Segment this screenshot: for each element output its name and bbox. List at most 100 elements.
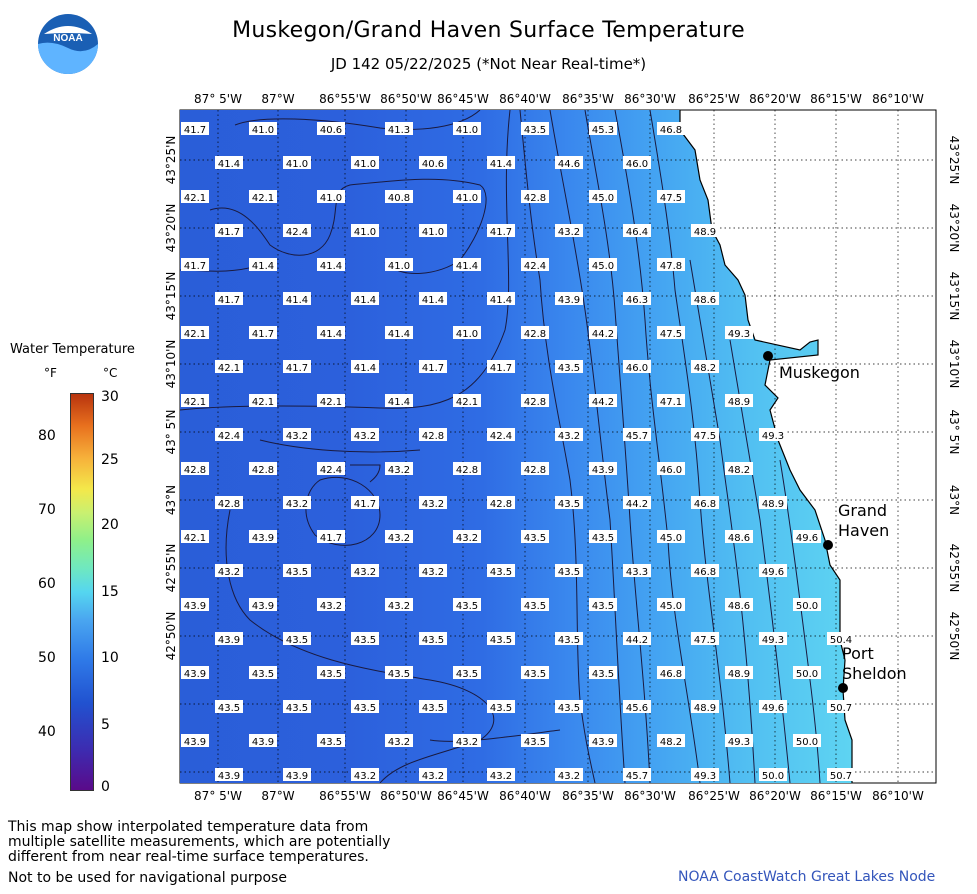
- temperature-value-text: 43.2: [422, 499, 444, 510]
- temperature-value-text: 41.0: [422, 227, 444, 238]
- temperature-colorbar: [70, 393, 94, 791]
- temperature-value-text: 49.6: [796, 533, 818, 544]
- temperature-value-text: 42.4: [524, 261, 546, 272]
- temperature-value: 43.5: [555, 360, 583, 374]
- temperature-value-text: 46.0: [660, 465, 682, 476]
- temperature-value: 43.5: [215, 700, 243, 714]
- temperature-value: 43.2: [283, 496, 311, 510]
- lon-label-top: 86°35'W: [562, 92, 614, 106]
- temperature-value: 43.2: [555, 428, 583, 442]
- temperature-value-text: 43.3: [626, 567, 648, 578]
- temperature-value-text: 42.1: [456, 397, 478, 408]
- temperature-value-text: 41.7: [286, 363, 308, 374]
- temperature-value-text: 43.5: [422, 635, 444, 646]
- temperature-value-text: 43.2: [286, 499, 308, 510]
- temperature-value: 41.0: [283, 156, 311, 170]
- temperature-value: 42.4: [283, 224, 311, 238]
- temperature-value-text: 47.5: [694, 431, 716, 442]
- temperature-value-text: 43.5: [524, 669, 546, 680]
- lon-label-top: 86°10'W: [872, 92, 924, 106]
- temperature-value: 43.5: [317, 734, 345, 748]
- temperature-value-text: 41.0: [456, 125, 478, 136]
- temperature-value: 42.8: [215, 496, 243, 510]
- temperature-value-text: 43.5: [558, 703, 580, 714]
- isotherm: [549, 109, 626, 784]
- temperature-value: 43.2: [453, 530, 481, 544]
- temperature-value-text: 43.5: [524, 125, 546, 136]
- temperature-value: 43.5: [283, 564, 311, 578]
- isotherm: [259, 439, 421, 453]
- lat-label-left: 43°20'N: [164, 204, 178, 253]
- temperature-value-text: 49.3: [694, 771, 716, 782]
- temperature-value-text: 41.7: [218, 227, 240, 238]
- temperature-value: 42.4: [487, 428, 515, 442]
- temperature-value-text: 45.0: [592, 261, 614, 272]
- temperature-value: 43.5: [521, 598, 549, 612]
- temperature-value: 41.4: [385, 394, 413, 408]
- temperature-value-text: 47.5: [660, 329, 682, 340]
- temperature-value: 43.2: [555, 224, 583, 238]
- temperature-value: 45.0: [589, 190, 617, 204]
- temperature-value: 49.3: [725, 326, 753, 340]
- temperature-value: 47.5: [657, 190, 685, 204]
- temperature-value-text: 45.0: [660, 601, 682, 612]
- temperature-value: 41.7: [215, 224, 243, 238]
- muskegon-marker: [763, 351, 773, 361]
- temperature-value: 42.8: [249, 462, 277, 476]
- temperature-value: 43.5: [453, 666, 481, 680]
- temperature-value: 43.5: [589, 598, 617, 612]
- temperature-value: 43.2: [317, 598, 345, 612]
- temperature-value: 46.8: [657, 122, 685, 136]
- temperature-value: 43.5: [351, 700, 379, 714]
- temperature-value: 45.3: [589, 122, 617, 136]
- temperature-value-text: 41.7: [490, 227, 512, 238]
- temperature-value: 49.3: [759, 632, 787, 646]
- temperature-value: 41.0: [385, 258, 413, 272]
- temperature-value: 45.0: [657, 530, 685, 544]
- temperature-value-text: 43.5: [320, 737, 342, 748]
- lon-label-bottom: 86°40'W: [499, 789, 551, 803]
- temperature-value: 41.7: [215, 292, 243, 306]
- credit-link[interactable]: NOAA CoastWatch Great Lakes Node: [678, 869, 936, 885]
- temperature-value: 41.0: [453, 190, 481, 204]
- temperature-value-text: 50.4: [830, 635, 852, 646]
- lon-label-top: 87°W: [261, 92, 294, 106]
- temperature-value: 43.5: [555, 632, 583, 646]
- temperature-value-text: 40.6: [422, 159, 444, 170]
- temperature-value-text: 50.7: [830, 771, 852, 782]
- temperature-value: 43.5: [351, 632, 379, 646]
- temperature-value: 43.5: [419, 700, 447, 714]
- temperature-value-text: 46.0: [626, 363, 648, 374]
- place-label-sheldon: Sheldon: [842, 664, 907, 683]
- temperature-value-text: 43.5: [558, 499, 580, 510]
- temperature-value-text: 43.5: [252, 669, 274, 680]
- temperature-value-text: 46.0: [626, 159, 648, 170]
- temperature-value-text: 43.9: [592, 737, 614, 748]
- temperature-value: 41.7: [487, 360, 515, 374]
- temperature-value-text: 41.0: [354, 159, 376, 170]
- temperature-value-text: 48.2: [660, 737, 682, 748]
- lon-label-bottom: 86°45'W: [437, 789, 489, 803]
- temperature-value: 48.9: [725, 666, 753, 680]
- temperature-value: 43.5: [317, 666, 345, 680]
- temperature-value-text: 41.4: [490, 295, 512, 306]
- c-tick: 15: [101, 584, 119, 600]
- temperature-value-text: 43.9: [184, 669, 206, 680]
- temperature-value-text: 43.5: [286, 635, 308, 646]
- temperature-value: 43.9: [249, 530, 277, 544]
- temperature-value: 43.9: [181, 734, 209, 748]
- temperature-value-text: 40.8: [388, 193, 410, 204]
- temperature-value: 43.5: [249, 666, 277, 680]
- temperature-value: 42.1: [181, 394, 209, 408]
- lat-label-right: 43°15'N: [947, 272, 961, 321]
- temperature-value-text: 41.4: [388, 329, 410, 340]
- temperature-value: 50.0: [793, 666, 821, 680]
- temperature-value-text: 43.5: [320, 669, 342, 680]
- temperature-value-text: 43.2: [354, 771, 376, 782]
- temperature-value: 42.1: [249, 190, 277, 204]
- temperature-value: 44.2: [623, 632, 651, 646]
- temperature-value: 44.6: [555, 156, 583, 170]
- temperature-value-text: 42.1: [184, 397, 206, 408]
- temperature-value-text: 43.2: [388, 533, 410, 544]
- lat-label-left: 43°25'N: [164, 136, 178, 185]
